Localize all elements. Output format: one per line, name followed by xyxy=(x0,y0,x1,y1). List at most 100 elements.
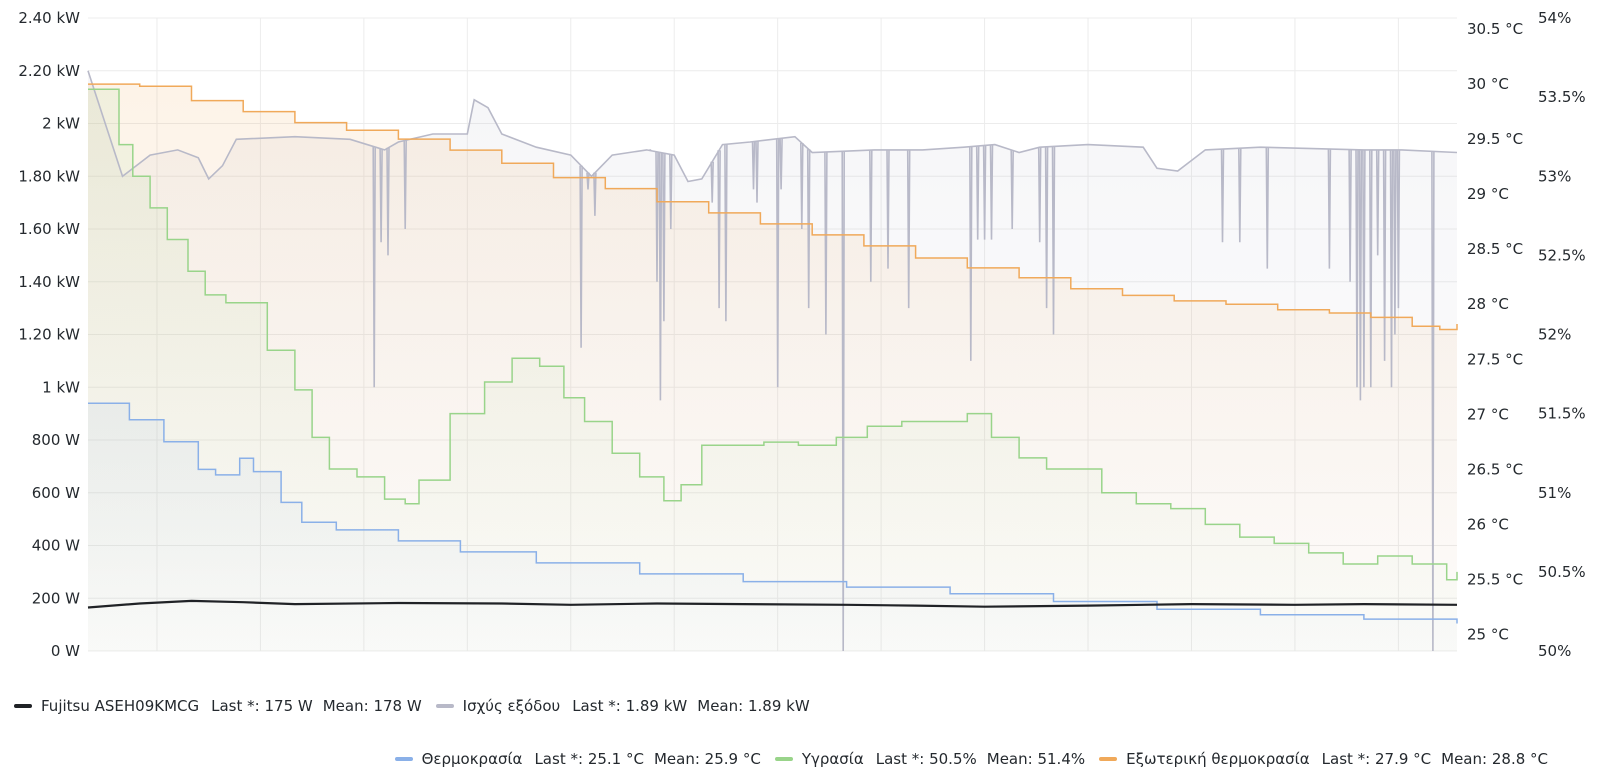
y-tick-label-power: 400 W xyxy=(32,537,80,555)
y-tick-label-humidity: 51.5% xyxy=(1538,405,1586,423)
series-area-temperature xyxy=(88,403,1457,651)
series-dip-output-power xyxy=(386,147,390,256)
y-tick-label-temperature: 30 °C xyxy=(1467,75,1509,93)
chart-plot: 0 W 200 W 400 W 600 W 800 W 1 kW 1.20 kW 1.40 k… xyxy=(18,9,1586,681)
y-tick-label-temperature: 26 °C xyxy=(1467,515,1509,533)
y-tick-label-power: 2 kW xyxy=(42,115,80,133)
series-dip-output-power xyxy=(1238,148,1242,243)
legend-swatch xyxy=(14,704,32,708)
series-line-output-power xyxy=(87,70,1458,183)
series-dip-output-power xyxy=(975,146,980,240)
series-dip-output-power xyxy=(969,146,973,361)
legend-series-name: Ισχύς εξόδου xyxy=(462,697,561,715)
y-tick-label-temperature: 29.5 °C xyxy=(1467,130,1523,148)
legend-row-top: Fujitsu ASEH09KMCG Last *: 175 W Mean: 1… xyxy=(14,697,824,715)
legend-last-value: 25.1 °C xyxy=(587,750,644,768)
legend-mean-label: Mean: xyxy=(322,697,369,715)
y-tick-label-power: 0 W xyxy=(51,642,80,660)
legend-last-label: Last *: xyxy=(1321,750,1371,768)
series-dip-output-power xyxy=(841,151,845,652)
legend-last-value: 27.9 °C xyxy=(1375,750,1432,768)
y-tick-label-power: 1.40 kW xyxy=(18,273,80,291)
series-dip-output-power xyxy=(1355,149,1359,388)
series-dip-output-power xyxy=(372,146,376,388)
y-tick-label-power: 2.20 kW xyxy=(18,62,80,80)
y-tick-label-temperature: 27.5 °C xyxy=(1467,350,1523,368)
y-tick-label-humidity: 54% xyxy=(1538,9,1571,27)
legend-swatch xyxy=(394,757,413,761)
series-dip-output-power xyxy=(648,148,652,152)
series-dip-output-power xyxy=(775,138,780,388)
legend-mean-value: 51.4% xyxy=(1037,750,1086,768)
y-tick-label-temperature: 28 °C xyxy=(1467,295,1509,313)
series-dip-output-power xyxy=(1220,149,1225,243)
series-dip-output-power xyxy=(593,172,597,216)
series-dip-output-power xyxy=(869,149,873,282)
series-dip-output-power xyxy=(1037,147,1042,243)
legend-mean-label: Mean: xyxy=(653,750,700,768)
series-dip-output-power xyxy=(710,161,714,203)
legend-item-humidity[interactable]: Υγρασία Last *: 50.5% Mean: 51.4% xyxy=(774,750,1086,768)
series-dip-output-power xyxy=(1327,148,1332,269)
legend-last-value: 50.5% xyxy=(929,750,977,768)
legend-series-name: Fujitsu ASEH09KMCG xyxy=(41,697,200,715)
series-line-outdoor-temperature xyxy=(88,83,1458,331)
series-dip-output-power xyxy=(779,138,783,190)
legend-series-name: Θερμοκρασία xyxy=(421,750,523,768)
series-area-humidity xyxy=(88,89,1457,651)
legend-mean-value: 1.89 kW xyxy=(747,697,810,715)
y-tick-label-humidity: 50.5% xyxy=(1538,563,1586,581)
series-line-humidity xyxy=(88,88,1458,581)
y-tick-label-humidity: 52.5% xyxy=(1538,246,1586,264)
series-dip-output-power xyxy=(989,144,994,240)
legend-item-temperature[interactable]: Θερμοκρασία Last *: 25.1 °C Mean: 25.9 °… xyxy=(394,750,761,768)
y-tick-label-humidity: 53.5% xyxy=(1538,88,1586,106)
legend-item-output-power[interactable]: Ισχύς εξόδου Last *: 1.89 kW Mean: 1.89 … xyxy=(435,697,810,715)
series-line-fujitsu xyxy=(87,599,1458,609)
series-dip-output-power xyxy=(1010,150,1014,230)
series-dip-output-power xyxy=(379,148,383,243)
legend-series-name: Εξωτερική θερμοκρασία xyxy=(1126,750,1310,768)
y-tick-label-humidity: 52% xyxy=(1538,326,1571,344)
legend-mean-value: 28.8 °C xyxy=(1491,750,1548,768)
y-tick-label-temperature: 29 °C xyxy=(1467,185,1509,203)
series-dip-output-power xyxy=(1389,149,1394,388)
series-dip-output-power xyxy=(1348,149,1352,282)
y-tick-label-humidity: 50% xyxy=(1538,642,1571,660)
series-dip-output-power xyxy=(1051,146,1056,335)
series-dip-output-power xyxy=(662,153,666,322)
legend-item-outdoor-temperature[interactable]: Εξωτερική θερμοκρασία Last *: 27.9 °C Me… xyxy=(1099,750,1548,768)
y-tick-label-temperature: 26.5 °C xyxy=(1467,460,1523,478)
legend-mean-label: Mean: xyxy=(986,750,1033,768)
series-dip-output-power xyxy=(1358,149,1363,401)
legend-mean-label: Mean: xyxy=(1441,750,1488,768)
y-tick-label-temperature: 28.5 °C xyxy=(1467,240,1523,258)
series-dip-output-power xyxy=(579,165,583,348)
series-dip-output-power xyxy=(800,142,804,230)
legend-item-fujitsu[interactable]: Fujitsu ASEH09KMCG Last *: 175 W Mean: 1… xyxy=(14,697,422,715)
legend-row-bottom: Θερμοκρασία Last *: 25.1 °C Mean: 25.9 °… xyxy=(394,750,1548,768)
legend-last-label: Last *: xyxy=(211,697,260,715)
y-tick-label-power: 600 W xyxy=(32,484,80,502)
legend-mean-value: 25.9 °C xyxy=(704,750,761,768)
legend-mean-value: 178 W xyxy=(373,697,422,715)
series-dip-output-power xyxy=(658,152,663,401)
series-dip-output-power xyxy=(1044,146,1049,309)
legend-series-name: Υγρασία xyxy=(801,750,864,768)
legend-swatch xyxy=(435,704,454,708)
series-dip-output-power xyxy=(1369,149,1373,388)
series-dip-output-power xyxy=(403,140,407,230)
series-dip-output-power xyxy=(886,149,890,269)
y-tick-label-temperature: 25 °C xyxy=(1467,625,1509,643)
series-dip-output-power xyxy=(1431,151,1435,652)
series-dip-output-power xyxy=(1382,149,1387,361)
legend-last-value: 1.89 kW xyxy=(625,697,688,715)
y-tick-label-power: 1.80 kW xyxy=(18,167,80,185)
y-tick-label-temperature: 30.5 °C xyxy=(1467,20,1523,38)
y-tick-label-power: 800 W xyxy=(32,431,80,449)
legend-last-label: Last *: xyxy=(534,750,584,768)
y-tick-label-humidity: 53% xyxy=(1538,167,1571,185)
series-dip-output-power xyxy=(806,149,811,309)
legend-mean-label: Mean: xyxy=(697,697,744,715)
